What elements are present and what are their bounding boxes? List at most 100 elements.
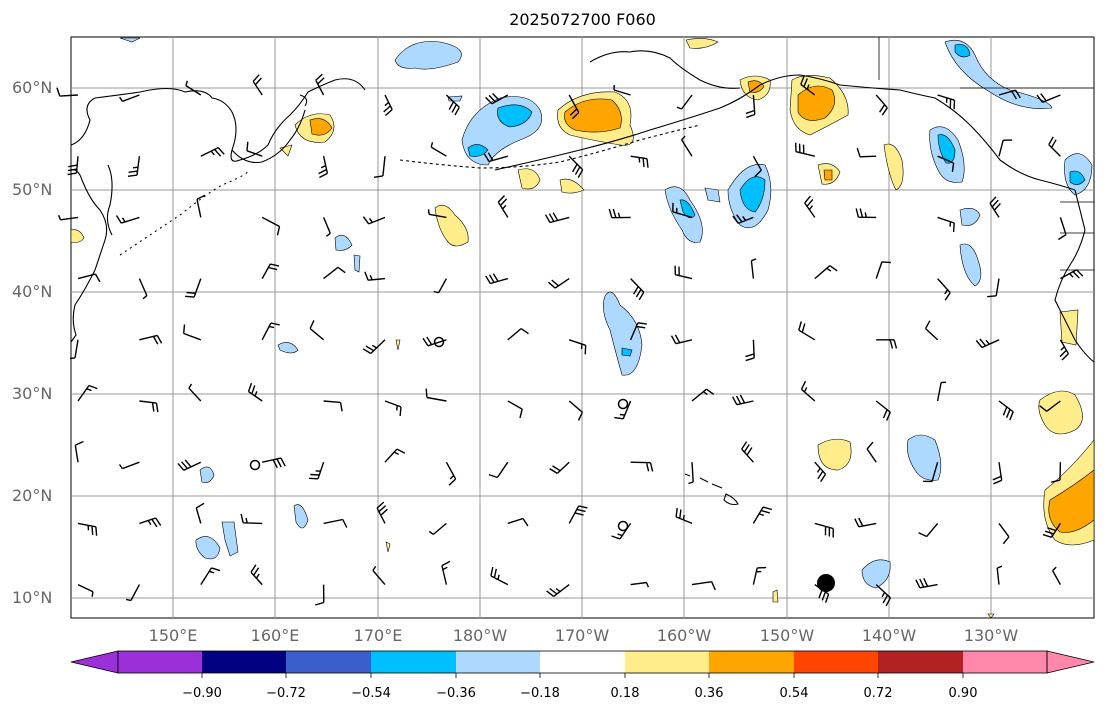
colorbar [70,650,1095,678]
colorbar-bin [202,651,286,673]
positive-anomaly-region [817,438,852,471]
positive-anomaly-region [309,118,333,136]
wind-barb [188,383,202,402]
colorbar-extend-low [70,650,119,674]
lon-label: 130°W [963,626,1019,645]
negative-anomaly-region [621,347,633,357]
wind-barb [433,278,448,294]
wind-barb [992,462,1003,485]
wind-barb [745,339,755,362]
wind-barb [1048,136,1061,157]
wind-barbs [56,73,1084,607]
positive-anomaly-region [517,168,541,190]
positive-anomaly-region [883,143,904,191]
japan-coastline [70,169,108,343]
wind-barb [741,441,754,463]
wind-barb [1042,523,1061,538]
wind-barb [488,461,509,479]
wind-barb [139,334,163,345]
wind-barb [252,74,263,96]
wind-barb [613,84,631,96]
wind-barb [937,94,956,110]
wind-barb [308,461,325,480]
colorbar-tick-label: 0.36 [694,686,724,701]
negative-anomaly-region [861,559,891,589]
wind-barb [936,381,947,402]
wind-barb [630,155,649,168]
negative-anomaly-region [937,134,956,164]
wind-barb [568,155,584,178]
wind-barb [497,195,509,218]
wind-barb [118,461,140,470]
plot-title: 2025072700 F060 [509,10,656,29]
wind-barb [691,388,715,402]
wind-barb [384,400,402,416]
positive-anomaly-region [797,85,836,121]
positive-anomaly-region [772,589,779,603]
colorbar-tick-label: −0.72 [266,686,306,701]
wind-barb [315,584,325,606]
wind-barb [315,73,325,96]
colorbar-tick-label: −0.18 [520,686,560,701]
wind-barb [177,459,202,471]
wind-barb [74,440,84,463]
wind-barb [490,566,509,586]
lon-label: 150°E [148,626,198,645]
wind-barb [57,214,79,221]
negative-anomaly-region [907,434,942,481]
wind-barb [1036,93,1061,103]
wind-barb [323,266,346,280]
wind-barb [262,457,286,469]
positive-anomaly-region [987,613,995,619]
wind-barb [507,400,523,419]
wind-barb [139,517,162,528]
wind-barb [445,461,457,486]
wind-barb [987,278,1000,298]
wind-barb [745,94,756,119]
wind-barb [544,212,570,224]
positive-anomaly-region [564,98,622,133]
negative-anomaly-region [1069,170,1086,185]
wind-barb [674,265,693,280]
wind-barb [69,339,79,360]
colorbar-bin [709,651,794,673]
calm-circle [617,398,629,410]
wind-barb [77,522,98,536]
wind-barb [731,394,754,406]
alaska-coastline [494,74,1076,191]
alaska-north-coast [589,50,741,89]
negative-anomaly-region [467,144,489,157]
graticule [71,37,1094,618]
wind-barb [507,517,529,527]
wind-barb [875,261,891,279]
wind-barb [998,139,1013,157]
negative-anomaly-region [334,234,353,251]
colorbar-tick-label: −0.90 [182,686,222,701]
colorbar-bin [540,651,625,673]
positive-anomaly-region [559,178,585,194]
coastlines [70,37,1095,506]
wind-barb [814,265,838,280]
wind-barb [608,208,631,219]
wind-barb [485,273,508,285]
wind-barb [240,513,263,525]
lat-label: 50°N [12,180,53,199]
colorbar-tick-label: −0.54 [351,686,391,701]
wind-barb [1060,269,1084,280]
negative-anomaly-region [954,44,971,58]
positive-anomaly-region [685,38,719,49]
wind-barb [261,216,281,236]
wind-barb [937,278,951,301]
wind-barb [915,578,938,589]
wind-barb [250,564,263,586]
wind-barb [77,384,98,402]
wind-barb [185,278,202,298]
positive-anomaly-region [434,204,469,247]
wind-barb [800,75,816,96]
lon-label: 150°W [759,626,815,645]
wind-barb [568,94,580,120]
wind-barb [309,320,325,341]
negative-anomaly-region [959,243,982,287]
positive-anomaly-region [823,169,833,181]
wind-barb [77,583,94,597]
